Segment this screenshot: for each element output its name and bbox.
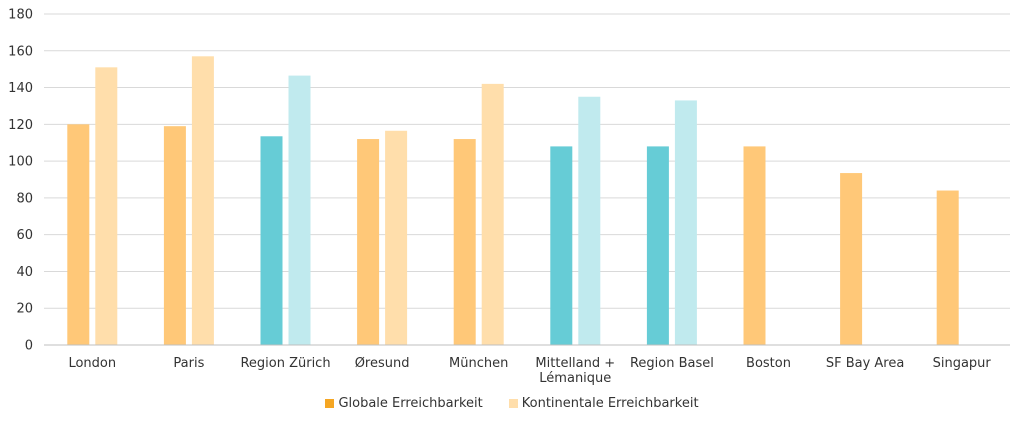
x-tick-label: SF Bay Area [826,356,905,371]
x-tick-label-line: Øresund [355,356,410,371]
x-tick-label: Mittelland + Lémanique [535,356,615,386]
legend-item-kontinentale: Kontinentale Erreichbarkeit [508,396,699,411]
chart-legend: Globale Erreichbarkeit Kontinentale Erre… [0,396,1024,411]
legend-item-globale: Globale Erreichbarkeit [325,396,483,411]
y-tick-label: 180 [8,8,33,23]
x-tick-label-line: Boston [746,356,791,371]
y-tick-label: 160 [8,44,33,59]
y-tick-label: 100 [8,155,33,170]
bar-kontinentale [95,67,118,346]
bar-kontinentale [481,83,504,345]
legend-label-kontinentale: Kontinentale Erreichbarkeit [521,396,699,411]
bar-globale [550,146,573,345]
bar-globale [163,126,186,345]
x-tick-label: Paris [173,356,204,371]
legend-swatch-globale [325,399,335,408]
y-tick-label: 120 [8,118,33,133]
x-tick-label: Boston [746,356,791,371]
y-tick-label: 80 [16,191,33,206]
x-tick-label: München [449,356,508,371]
bar-globale [260,136,283,345]
bar-kontinentale [578,96,601,345]
bar-kontinentale [191,56,214,346]
x-tick-label-line: Singapur [933,356,992,371]
y-tick-label: 140 [8,81,33,96]
y-tick-label: 60 [16,228,33,243]
x-tick-label-line: Mittelland + [535,356,615,371]
x-tick-label-line: London [68,356,116,371]
x-tick-label: Singapur [933,356,992,371]
x-tick-label-line: München [449,356,508,371]
bar-globale [67,124,90,345]
x-tick-label-line: Paris [173,356,204,371]
x-tick-label-line: Lémanique [539,371,611,386]
bar-globale [357,139,380,345]
y-tick-label: 20 [16,302,33,317]
bar-kontinentale [288,75,311,345]
y-tick-label: 40 [16,265,33,280]
chart-plot-area: 0 20 40 60 80 100 120 140 160 180 London Paris Regio… [8,8,1010,386]
bar-globale [743,146,766,345]
legend-swatch-kontinentale [508,399,518,408]
x-tick-label: Region Basel [630,356,714,371]
bar-kontinentale [385,130,408,345]
x-tick-label-line: Region Zürich [240,356,330,371]
y-tick-label: 0 [25,339,33,354]
legend-label-globale: Globale Erreichbarkeit [338,396,483,411]
x-tick-label-line: SF Bay Area [826,356,905,371]
x-tick-label: Region Zürich [240,356,330,371]
bar-globale [453,139,476,345]
bar-globale [840,173,863,345]
x-tick-label-line: Region Basel [630,356,714,371]
bar-globale [936,190,959,345]
bar-globale [646,146,669,345]
bar-kontinentale [674,100,697,345]
x-tick-label: Øresund [355,356,410,371]
x-tick-label: London [68,356,116,371]
